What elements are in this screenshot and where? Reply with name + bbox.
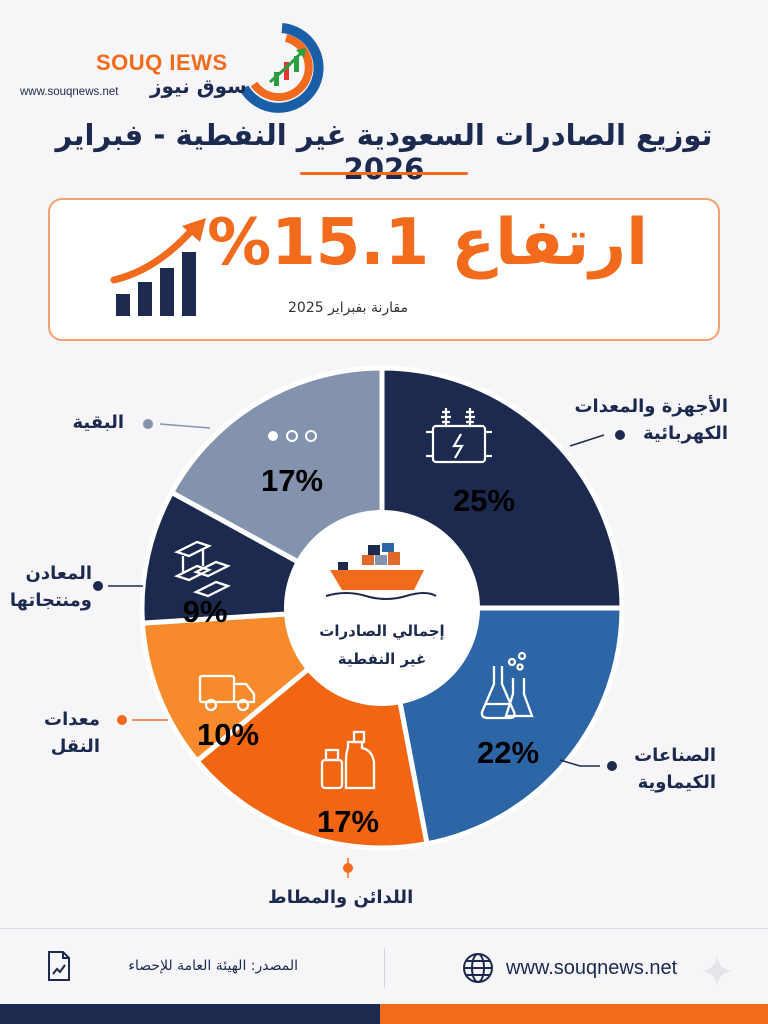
footer-divider bbox=[0, 928, 768, 929]
label-rest-line-1: البقية bbox=[72, 412, 125, 433]
leader-dot-metals bbox=[93, 581, 103, 591]
bottles-icon bbox=[320, 730, 376, 790]
label-metals: المعادن ومنتجاتها bbox=[10, 560, 92, 614]
globe-icon bbox=[462, 952, 494, 988]
label-transport-line-1: معدات bbox=[44, 709, 100, 730]
label-electrical: الأجهزة والمعدات الكهربائية bbox=[574, 393, 728, 447]
title-underline bbox=[300, 172, 468, 175]
footer-bar-navy bbox=[0, 1004, 380, 1024]
label-transport: معدات النقل bbox=[44, 706, 100, 760]
truck-icon bbox=[198, 674, 256, 712]
center-label-line-2: غير النفطية bbox=[338, 650, 426, 668]
label-electrical-line-1: الأجهزة والمعدات bbox=[574, 396, 728, 417]
donut-chart: إجمالي الصادرات غير النفطية bbox=[93, 365, 625, 878]
center-label-line-1: إجمالي الصادرات bbox=[319, 622, 444, 640]
ship-icon bbox=[325, 543, 437, 600]
footer-separator bbox=[384, 948, 385, 988]
slice-value-rest: 17% bbox=[261, 463, 323, 498]
leader-line-rest bbox=[159, 423, 211, 429]
page-title: توزيع الصادرات السعودية غير النفطية - فب… bbox=[55, 118, 713, 186]
transformer-icon bbox=[426, 408, 492, 464]
headline-comparison: مقارنة بفبراير 2025 bbox=[288, 300, 408, 316]
label-chemical-line-1: الصناعات bbox=[634, 745, 716, 766]
label-metals-line-2: ومنتجاتها bbox=[9, 590, 92, 611]
label-plastics: اللدائن والمطاط bbox=[268, 884, 413, 911]
label-plastics-line-1: اللدائن والمطاط bbox=[268, 887, 414, 908]
document-chart-icon bbox=[46, 950, 72, 986]
slice-value-chemical: 22% bbox=[477, 735, 539, 770]
leader-dot-plastics bbox=[343, 863, 353, 873]
headline-growth: ارتفاع 15.1% bbox=[207, 206, 648, 280]
brand-url[interactable]: www.souqnews.net bbox=[20, 86, 119, 98]
leader-dot-transport bbox=[117, 715, 127, 725]
label-metals-line-1: المعادن bbox=[25, 563, 92, 584]
brand-name: SOUQ IEWS bbox=[96, 50, 228, 75]
label-chemical: الصناعات الكيماوية bbox=[634, 742, 716, 796]
footer-website[interactable]: www.souqnews.net bbox=[506, 957, 678, 979]
slice-value-plastics: 17% bbox=[317, 804, 379, 839]
slice-value-metals: 9% bbox=[183, 594, 228, 629]
logo-swirl-icon bbox=[239, 23, 324, 113]
leader-dot-chemical bbox=[607, 761, 617, 771]
footer-bar-orange bbox=[380, 1004, 768, 1024]
growth-chart-icon bbox=[106, 212, 216, 322]
slice-value-transport: 10% bbox=[197, 717, 259, 752]
steel-beams-icon bbox=[174, 540, 231, 598]
label-rest: البقية bbox=[73, 409, 125, 436]
label-chemical-line-2: الكيماوية bbox=[637, 772, 716, 793]
dots-icon bbox=[268, 430, 317, 442]
leader-line-chemical bbox=[559, 759, 600, 767]
slice-value-electrical: 25% bbox=[453, 483, 515, 518]
flask-icon bbox=[480, 651, 534, 720]
leader-line-electrical bbox=[569, 434, 605, 447]
label-transport-line-2: النقل bbox=[50, 736, 100, 757]
sparkle-icon bbox=[700, 954, 734, 992]
brand-name-arabic: سوق نيوز bbox=[150, 74, 247, 98]
label-electrical-line-2: الكهربائية bbox=[642, 423, 728, 444]
leader-dot-rest bbox=[143, 419, 153, 429]
source-text: المصدر: الهيئة العامة للإحصاء bbox=[128, 958, 298, 974]
leader-dot-electrical bbox=[615, 430, 625, 440]
brand-logo bbox=[230, 22, 330, 114]
chart-leaders bbox=[93, 419, 625, 878]
donut-hole bbox=[284, 510, 480, 706]
